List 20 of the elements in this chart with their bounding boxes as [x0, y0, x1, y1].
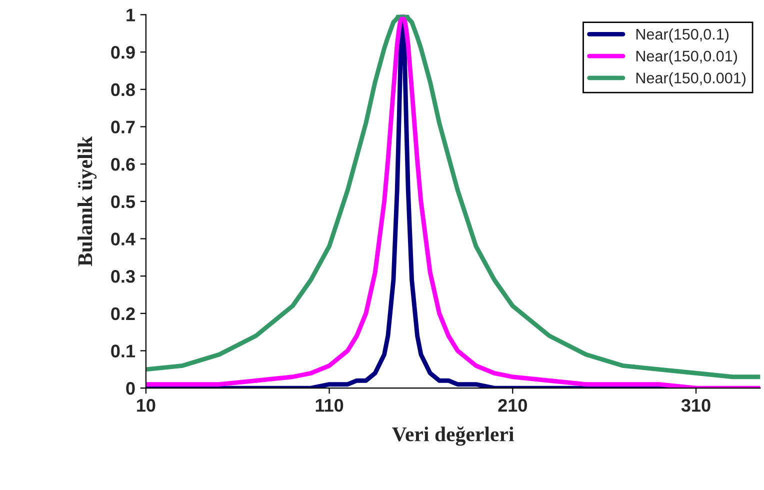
y-tick-label: 0.5: [111, 195, 136, 208]
legend-label: Near(150,0.001): [636, 72, 746, 86]
x-tick-label: 210: [498, 398, 527, 412]
y-tick-label: 0.8: [111, 83, 135, 96]
y-tick-label: 0: [126, 382, 135, 395]
y-tick-label: 0.2: [111, 307, 135, 320]
y-tick-label: 0.4: [111, 232, 136, 246]
x-tick-label: 10: [137, 398, 156, 412]
legend-label: Near(150,0.01): [636, 50, 737, 65]
legend-label: Near(150,0.1): [636, 28, 728, 43]
y-tick-label: 1: [126, 8, 136, 22]
x-tick-label: 310: [681, 398, 710, 412]
x-axis-title: Veri değerleri: [392, 426, 514, 446]
y-tick-label: 0.6: [111, 158, 135, 171]
y-axis-title: Bulanık üyelik: [78, 136, 97, 266]
y-tick-label: 0.7: [111, 120, 135, 134]
x-tick-label: 110: [316, 398, 344, 412]
y-tick-label: 0.9: [111, 46, 135, 59]
y-tick-label: 0.1: [111, 344, 136, 358]
y-tick-label: 0.3: [111, 270, 135, 283]
